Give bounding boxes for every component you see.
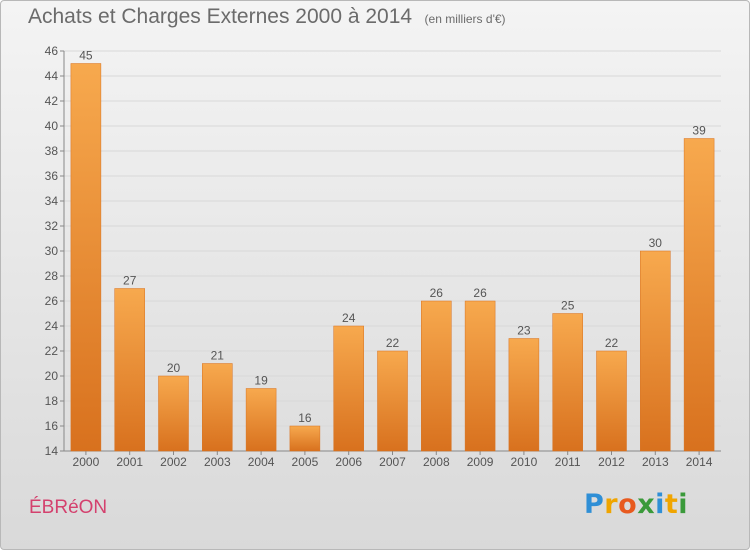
data-label: 24: [342, 311, 356, 325]
bar: [202, 363, 233, 452]
x-tick-label: 2005: [292, 455, 319, 469]
bar: [421, 300, 452, 452]
unit-note: (en milliers d'€): [424, 12, 506, 26]
x-tick-label: 2011: [555, 455, 581, 469]
bars: [70, 63, 715, 452]
data-label: 22: [605, 336, 619, 350]
logo-letter: o: [618, 489, 638, 520]
bar: [245, 388, 277, 452]
y-tick-label: 28: [45, 269, 59, 283]
title-text: Achats et Charges Externes 2000 à 2014: [28, 5, 413, 28]
bar: [552, 313, 583, 452]
x-tick-label: 2013: [642, 455, 669, 469]
bar: [158, 375, 189, 452]
x-tick-label: 2002: [160, 455, 187, 469]
y-tick-label: 24: [45, 319, 59, 333]
y-tick-label: 46: [45, 44, 59, 58]
logo-letter: x: [637, 489, 656, 520]
data-label: 26: [430, 286, 444, 300]
bar: [508, 338, 540, 452]
y-tick-label: 18: [45, 394, 59, 408]
logo-letter: r: [604, 489, 619, 520]
data-label: 20: [167, 361, 181, 375]
bar: [289, 425, 321, 452]
proxiti-logo: Proxiti: [584, 489, 688, 520]
x-tick-label: 2007: [379, 455, 406, 469]
data-label: 27: [123, 274, 137, 288]
bar: [377, 350, 408, 452]
x-tick-label: 2010: [511, 455, 538, 469]
y-tick-label: 30: [45, 244, 59, 258]
axes: 14 16 18 20 22 24 26 28 30 32 34 36 38 40 42 44 46 2000 20…: [45, 44, 721, 469]
x-tick-label: 2012: [598, 455, 625, 469]
logo-letter: i: [678, 489, 689, 520]
data-label: 22: [386, 336, 400, 350]
data-label: 39: [692, 124, 706, 138]
x-tick-label: 2003: [204, 455, 231, 469]
data-label: 30: [649, 236, 663, 250]
data-label: 23: [517, 324, 531, 338]
x-tick-label: 2006: [335, 455, 362, 469]
y-tick-label: 20: [45, 369, 59, 383]
bar: [464, 300, 496, 452]
logo-letter: P: [584, 489, 605, 520]
y-tick-label: 40: [45, 119, 59, 133]
chart-title: Achats et Charges Externes 2000 à 2014 (…: [28, 5, 506, 29]
bar: [333, 325, 364, 452]
x-tick-label: 2008: [423, 455, 450, 469]
bar: [114, 288, 145, 452]
logo-letter: i: [655, 489, 665, 520]
y-tick-label: 38: [45, 144, 59, 158]
bar: [70, 63, 102, 452]
data-label: 26: [473, 286, 487, 300]
x-tick-label: 2014: [686, 455, 713, 469]
x-tick-label: 2009: [467, 455, 494, 469]
y-tick-label: 42: [45, 94, 59, 108]
data-labels: 45 27 20 21 19 16 24 22 26 26 23 25 22 30 39: [79, 49, 706, 426]
data-label: 19: [254, 374, 268, 388]
bar: [596, 350, 627, 452]
commune-name: ÉBRéON: [29, 497, 108, 518]
x-tick-label: 2000: [73, 455, 100, 469]
bar: [640, 250, 671, 452]
data-label: 21: [211, 349, 225, 363]
x-tick-label: 2004: [248, 455, 275, 469]
data-label: 16: [298, 411, 312, 425]
y-tick-label: 36: [45, 169, 59, 183]
y-tick-label: 16: [45, 419, 59, 433]
y-tick-label: 14: [45, 444, 59, 458]
bar: [683, 138, 715, 452]
data-label: 25: [561, 299, 575, 313]
y-tick-label: 44: [45, 69, 59, 83]
data-label: 45: [79, 49, 93, 63]
y-tick-label: 32: [45, 219, 59, 233]
x-tick-label: 2001: [116, 455, 143, 469]
y-tick-label: 22: [45, 344, 59, 358]
logo-letter: t: [664, 489, 679, 520]
y-tick-label: 34: [45, 194, 59, 208]
y-tick-label: 26: [45, 294, 59, 308]
